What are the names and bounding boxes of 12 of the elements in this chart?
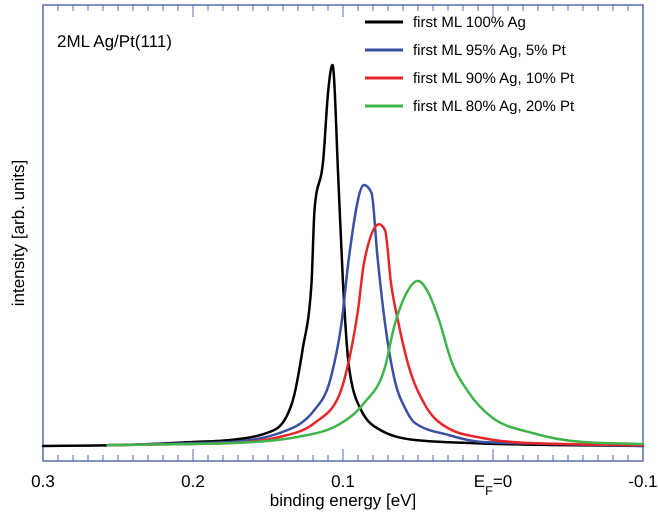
text: 2ML Ag/Pt(111) [57,32,172,51]
legend-label: first ML 80% Ag, 20% Pt [413,98,576,115]
legend-label: first ML 95% Ag, 5% Pt [413,42,567,59]
x-tick-label: 0.2 [181,472,205,491]
legend-label: first ML 90% Ag, 10% Pt [413,70,576,87]
y-axis-title: intensity [arb. units] [9,160,28,306]
x-tick-label: 0.3 [31,472,55,491]
x-tick-label: E$_{F}$=0 [474,472,512,498]
x-axis-title: binding energy [eV] [270,491,416,510]
x-tick-label: 0.1 [331,472,355,491]
legend-label: first ML 100% Ag [413,14,526,31]
x-tick-label: -0.1 [628,472,658,491]
